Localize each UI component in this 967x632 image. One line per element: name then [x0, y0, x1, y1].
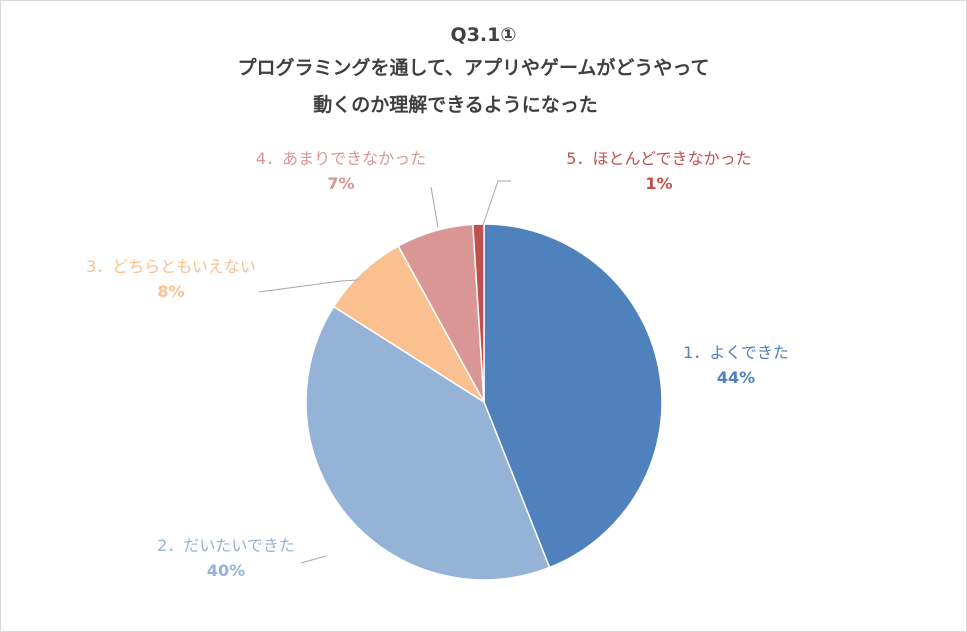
pie-slice-5	[472, 223, 485, 403]
slice-label-3: 3．どちらともいえない	[86, 257, 256, 276]
pie-slice-1	[483, 223, 663, 569]
pie-slice-3	[332, 245, 485, 403]
leader-line-4	[430, 186, 439, 228]
slice-labels: 1．よくできた 44% 2．だいたいできた 40% 3．どちらともいえない 8% 4．あまり…	[86, 149, 789, 580]
slice-value-3: 8%	[157, 282, 184, 301]
slice-value-5: 1%	[645, 174, 672, 193]
leader-lines	[258, 180, 511, 564]
chart-title-line-1: Q3.1①	[450, 24, 517, 46]
chart-title-line-2: プログラミングを通して、アプリやゲームがどうやって	[237, 57, 710, 79]
slice-value-1: 44%	[717, 368, 755, 387]
slice-value-2: 40%	[207, 561, 245, 580]
pie-slice-2	[305, 305, 551, 581]
leader-line-3	[258, 279, 359, 293]
slice-value-4: 7%	[327, 174, 354, 193]
leader-line-2	[300, 555, 327, 564]
leader-line-5	[482, 180, 511, 226]
slice-label-5: 5．ほとんどできなかった	[566, 149, 751, 168]
slice-label-4: 4．あまりできなかった	[256, 149, 426, 168]
pie-slices	[305, 223, 663, 581]
slice-label-2: 2．だいたいできた	[157, 536, 295, 555]
chart-title-line-3: 動くのか理解できるようになった	[313, 94, 598, 116]
slice-label-1: 1．よくできた	[683, 343, 789, 362]
